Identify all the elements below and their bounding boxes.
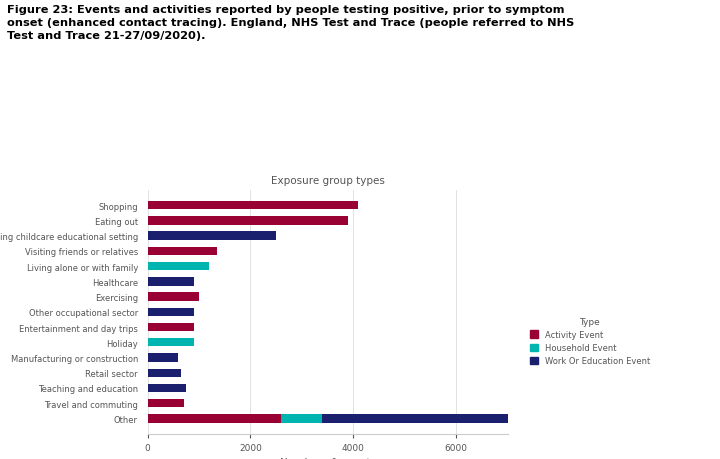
Bar (323, 414, 508, 423)
Bar (148, 247, 217, 256)
Title: Exposure group types: Exposure group types (271, 176, 384, 185)
Bar (148, 369, 181, 377)
Bar (148, 293, 199, 301)
Bar (148, 353, 179, 362)
Bar (148, 263, 210, 271)
Bar (148, 414, 282, 423)
Bar (148, 308, 194, 316)
Bar (148, 202, 359, 210)
Bar (282, 414, 323, 423)
X-axis label: Number of reports: Number of reports (279, 457, 376, 459)
Bar (148, 384, 186, 392)
Bar (148, 399, 184, 408)
Text: Figure 23: Events and activities reported by people testing positive, prior to s: Figure 23: Events and activities reporte… (7, 5, 575, 41)
Bar (148, 323, 194, 331)
Bar (148, 338, 194, 347)
Legend: Activity Event, Household Event, Work Or Education Event: Activity Event, Household Event, Work Or… (530, 317, 650, 365)
Bar (148, 232, 276, 241)
Bar (148, 278, 194, 286)
Bar (148, 217, 348, 225)
